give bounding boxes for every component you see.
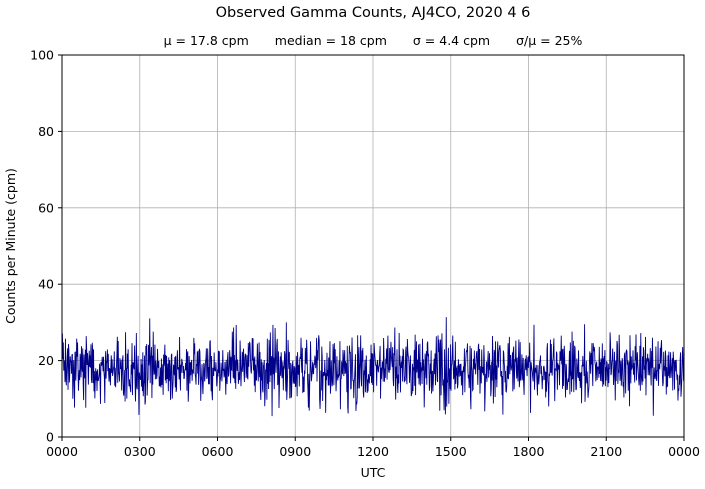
x-tick-label: 0000 — [668, 444, 700, 459]
x-tick-label: 0600 — [202, 444, 234, 459]
y-tick-label: 0 — [46, 430, 54, 445]
stat-mean: μ = 17.8 cpm — [163, 33, 249, 48]
y-tick-label: 20 — [38, 353, 54, 368]
stat-sigma: σ = 4.4 cpm — [412, 33, 491, 48]
x-tick-label: 0900 — [279, 444, 311, 459]
chart-title: Observed Gamma Counts, AJ4CO, 2020 4 6 — [215, 5, 531, 21]
x-tick-label: 2100 — [590, 444, 622, 459]
x-tick-label: 1800 — [513, 444, 545, 459]
x-tick-label: 0300 — [124, 444, 156, 459]
x-tick-label: 0000 — [46, 444, 78, 459]
y-axis-label: Counts per Minute (cpm) — [3, 168, 18, 324]
y-tick-label: 40 — [38, 277, 54, 292]
x-tick-label: 1500 — [435, 444, 467, 459]
stat-median: median = 18 cpm — [274, 33, 387, 48]
stat-sigma-over-mu: σ/μ = 25% — [516, 33, 583, 48]
data-line — [61, 317, 685, 417]
y-tick-label: 100 — [30, 48, 54, 63]
y-tick-label: 80 — [38, 124, 54, 139]
y-tick-label: 60 — [38, 200, 54, 215]
chart-subtitle: μ = 17.8 cpm median = 18 cpm σ = 4.4 cpm σ/… — [0, 33, 705, 48]
x-tick-label: 1200 — [357, 444, 389, 459]
x-axis-label: UTC — [361, 465, 386, 480]
